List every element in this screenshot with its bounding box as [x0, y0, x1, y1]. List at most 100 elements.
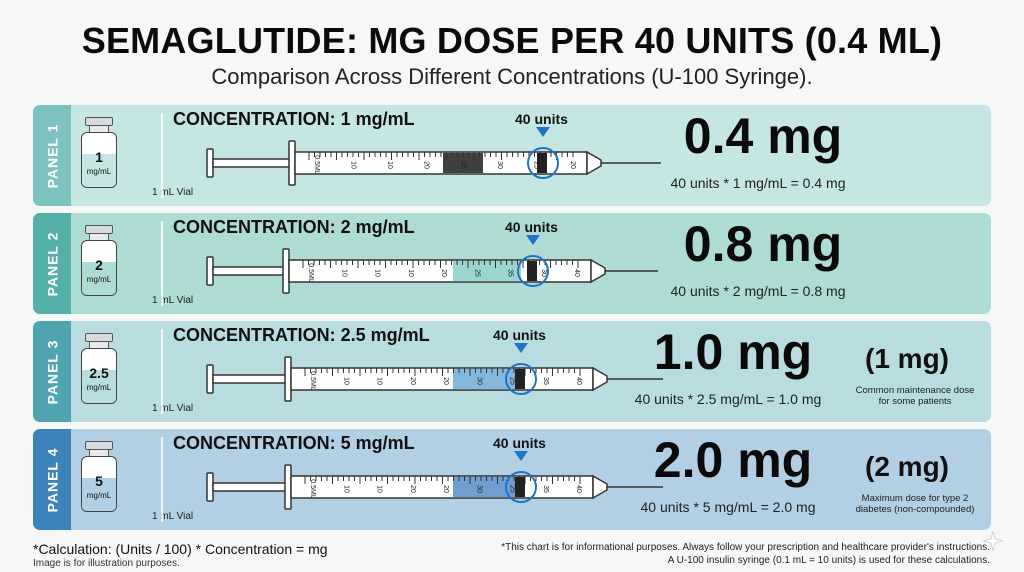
concentration-label: CONCENTRATION: 2.5 mg/mL — [173, 325, 430, 345]
vial-concentration-unit: mg/mL — [86, 275, 112, 284]
plunger-stopper — [515, 369, 525, 389]
scale-label: 20 — [442, 377, 449, 385]
page-title: SEMAGLUTIDE: MG DOSE PER 40 UNITS (0.4 M… — [81, 20, 943, 61]
panel-divider — [161, 437, 163, 522]
syringe-icon: 0.5ML 10 10 20 20 30 25 35 40 — [206, 451, 663, 510]
dose-marker-label: 40 units — [505, 219, 558, 235]
dose-marker-arrow-icon — [514, 451, 528, 461]
plunger-rod — [212, 266, 292, 276]
dose-marker-label: 40 units — [493, 327, 546, 343]
concentration-label: CONCENTRATION: 2 mg/mL — [173, 217, 415, 237]
scale-label: 20 — [569, 161, 576, 169]
vial: 2 mg/mL 1 mL Vial — [77, 221, 193, 309]
scale-label: 0.5ML — [307, 263, 314, 283]
vial-icon: 2 mg/mL — [81, 240, 117, 296]
vial-concentration-unit: mg/mL — [86, 167, 112, 176]
disclaimer: *This chart is for informational purpose… — [470, 541, 990, 567]
dose-value: 1.0 mg — [653, 324, 813, 380]
vial-icon: 5 mg/mL — [81, 456, 117, 512]
panel-3: PANEL 3 2.5 mg/mL 1 mL Vial CONCENTRATION: 2… — [33, 321, 991, 422]
dose-marker-label: 40 units — [493, 435, 546, 451]
panel-tab-label: PANEL 2 — [44, 231, 60, 296]
scale-label: 25 — [473, 269, 480, 277]
concentration-label: CONCENTRATION: 5 mg/mL — [173, 433, 415, 453]
scale-label: 0.5ML — [309, 371, 316, 391]
plunger-rod — [212, 482, 294, 492]
vial-concentration-unit: mg/mL — [86, 491, 112, 500]
plunger-stopper — [515, 477, 525, 497]
scale-label: 10 — [340, 269, 347, 277]
vial-liquid — [82, 477, 116, 511]
vial-cap-icon — [85, 441, 113, 450]
panel-divider — [161, 113, 163, 198]
scale-label: 20 — [442, 485, 449, 493]
panel-tab: PANEL 2 — [33, 213, 71, 314]
vial-cap-icon — [85, 117, 113, 126]
vial-neck — [89, 234, 109, 240]
scale-label: 20 — [423, 161, 430, 169]
scale-label: 20 — [409, 485, 416, 493]
dose-marker-arrow-icon — [536, 127, 550, 137]
vial-cap-icon — [85, 225, 113, 234]
panel-divider — [161, 329, 163, 414]
disclaimer-line-1: *This chart is for informational purpose… — [501, 542, 990, 553]
scale-label: 30 — [496, 161, 503, 169]
scale-label: 40 — [573, 269, 580, 277]
vial-cap-icon — [85, 333, 113, 342]
panel-tab: PANEL 3 — [33, 321, 71, 422]
dose-marker-circle — [527, 147, 559, 179]
dose-calculation: 40 units * 2.5 mg/mL = 1.0 mg — [634, 391, 822, 407]
scale-label: 0.5ML — [309, 479, 316, 499]
vial-concentration-number: 2.5 — [89, 365, 109, 381]
syringe-hub — [586, 150, 602, 176]
scale-label: 40 — [575, 377, 582, 385]
concentration-label: CONCENTRATION: 1 mg/mL — [173, 109, 415, 129]
syringe-liquid — [453, 261, 521, 281]
dose-marker-circle — [505, 363, 537, 395]
panel-tab-label: PANEL 4 — [44, 447, 60, 512]
panel-1: PANEL 1 1 mg/mL 1 mL Vial CONCENTRATION: 1 m… — [33, 105, 991, 206]
syringe-hub — [592, 474, 608, 500]
syringe-liquid — [443, 153, 483, 173]
vial-liquid — [82, 369, 116, 403]
disclaimer-line-2: A U-100 insulin syringe (0.1 mL = 10 uni… — [667, 555, 990, 566]
scale-label: 10 — [350, 161, 357, 169]
vial-icon: 1 mg/mL — [81, 132, 117, 188]
dose-rounded: (1 mg) — [865, 343, 949, 374]
vial-neck — [89, 126, 109, 132]
scale-label: 20 — [409, 377, 416, 385]
vial: 1 mg/mL 1 mL Vial — [77, 113, 193, 201]
plunger-thumb — [206, 256, 214, 286]
vial-concentration-number: 2 — [95, 257, 103, 273]
scale-label: 25 — [509, 485, 516, 493]
plunger-thumb — [206, 364, 214, 394]
vial-liquid — [82, 153, 116, 187]
scale-label: 10 — [376, 377, 383, 385]
plunger-rod — [212, 158, 298, 168]
sparkle-icon — [982, 530, 1004, 552]
panel-tab: PANEL 1 — [33, 105, 71, 206]
vial: 2.5 mg/mL 1 mL Vial — [77, 329, 193, 417]
vial-neck — [89, 450, 109, 456]
syringe-hub — [592, 366, 608, 392]
panel-divider — [161, 221, 163, 306]
scale-label: 10 — [342, 377, 349, 385]
syringe-icon: 0.5ML 10 10 20 35 30 25 20 — [206, 127, 661, 186]
plunger-thumb — [206, 148, 214, 178]
scale-label: 10 — [407, 269, 414, 277]
vial-caption: 1 mL Vial — [152, 187, 194, 198]
calculation-footnote: *Calculation: (Units / 100) * Concentrat… — [33, 541, 328, 557]
panel-tab-label: PANEL 3 — [44, 339, 60, 404]
dose-note: Maximum dose for type 2 diabetes (non-co… — [855, 493, 975, 515]
dose-calculation: 40 units * 2 mg/mL = 0.8 mg — [670, 283, 846, 299]
page-subtitle: Comparison Across Different Concentratio… — [211, 64, 813, 89]
dose-marker-circle — [505, 471, 537, 503]
plunger-stopper — [527, 261, 537, 281]
syringe-flange — [284, 356, 292, 402]
scale-label: 35 — [459, 161, 466, 169]
plunger-rod — [212, 374, 294, 384]
scale-label: 10 — [386, 161, 393, 169]
vial-concentration-number: 5 — [95, 473, 103, 489]
dose-calculation: 40 units * 1 mg/mL = 0.4 mg — [670, 175, 846, 191]
scale-label: 25 — [509, 377, 516, 385]
